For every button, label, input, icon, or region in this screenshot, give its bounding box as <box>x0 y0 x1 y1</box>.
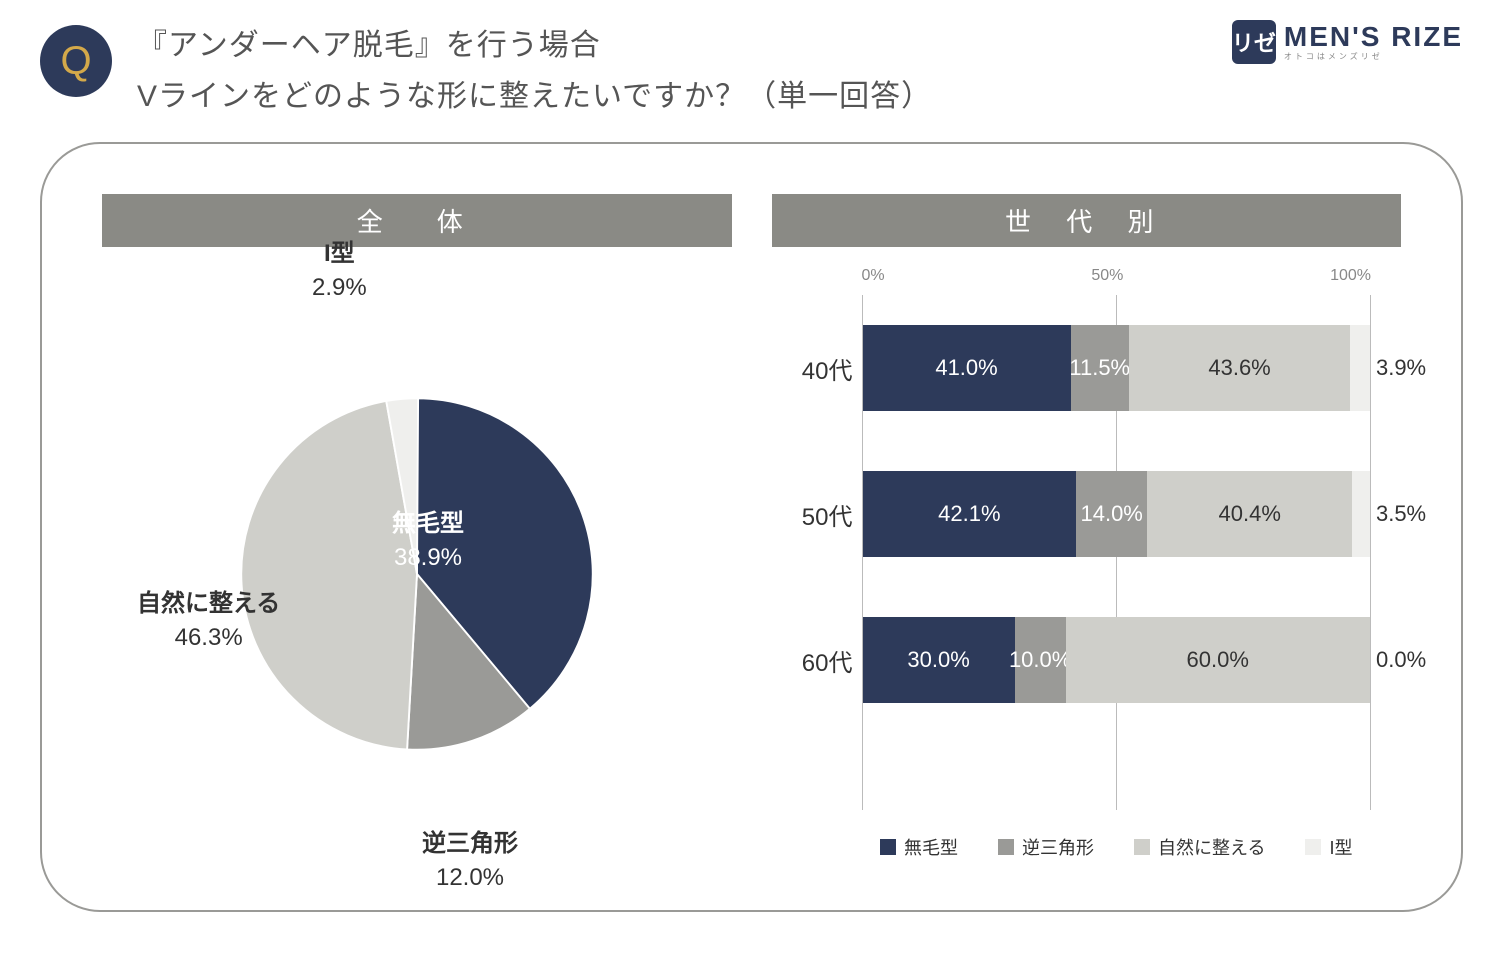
bar-segment-gyaku: 10.0% <box>1015 617 1066 703</box>
bar-axis-labels: 0% 50% 100% <box>862 267 1372 285</box>
pie-label-shizen: 自然に整える46.3% <box>137 587 280 654</box>
pie-slice-shizen <box>241 400 417 749</box>
overall-header: 全 体 <box>102 194 732 247</box>
legend-item-gyaku: 逆三角形 <box>998 834 1094 860</box>
bar-row: 40代41.0%11.5%43.6%3.9% <box>863 325 1371 411</box>
pie-label-igata: I型2.9% <box>312 237 367 304</box>
legend-swatch <box>1134 839 1150 855</box>
bar-row: 50代42.1%14.0%40.4%3.5% <box>863 471 1371 557</box>
bar-row-label: 40代 <box>773 325 853 411</box>
bar-row-label: 50代 <box>773 471 853 557</box>
byage-header: 世 代 別 <box>772 194 1402 247</box>
bar-segment-mumou: 42.1% <box>863 471 1077 557</box>
bar-legend: 無毛型 逆三角形 自然に整える I型 <box>862 834 1372 860</box>
bar-row: 60代30.0%10.0%60.0%0.0% <box>863 617 1371 703</box>
brand-logo-mark: リゼ <box>1232 20 1276 64</box>
legend-item-mumou: 無毛型 <box>880 834 958 860</box>
legend-label: 逆三角形 <box>1022 834 1094 860</box>
bar-segment-igata: 3.5% <box>1352 471 1370 557</box>
legend-swatch <box>998 839 1014 855</box>
bar-segment-shizen: 60.0% <box>1066 617 1371 703</box>
question-badge: Q <box>40 25 112 97</box>
bars-area: 40代41.0%11.5%43.6%3.9% 50代42.1%14.0%40.4%… <box>862 295 1372 810</box>
brand-logo: リゼ MEN'S RIZE オトコはメンズリゼ <box>1232 20 1463 64</box>
legend-swatch <box>1305 839 1321 855</box>
pie-label-gyaku: 逆三角形12.0% <box>422 827 518 894</box>
bar-segment-mumou: 30.0% <box>863 617 1015 703</box>
legend-label: I型 <box>1329 834 1352 860</box>
pie-label-mumou: 無毛型38.9% <box>392 507 464 574</box>
legend-item-shizen: 自然に整える <box>1134 834 1265 860</box>
bar-segment-shizen: 43.6% <box>1129 325 1350 411</box>
question-line2: Vラインをどのような形に整えたいですか？（単一回答） <box>137 71 1463 122</box>
byage-column: 世 代 別 0%50%100% 40代41.0%11.5%43.6%3.9%50… <box>772 194 1402 880</box>
brand-logo-sub: オトコはメンズリゼ <box>1284 53 1463 61</box>
brand-logo-main: MEN'S RIZE <box>1284 23 1463 51</box>
header: Q 『アンダーヘア脱毛』を行う場合 Vラインをどのような形に整えたいですか？（単… <box>40 20 1463 122</box>
legend-label: 自然に整える <box>1158 834 1265 860</box>
bar-segment-shizen: 40.4% <box>1147 471 1352 557</box>
bar-segment-mumou: 41.0% <box>863 325 1071 411</box>
chart-panel: 全 体 無毛型38.9%逆三角形12.0%自然に整える46.3%I型2.9% 世… <box>40 142 1463 912</box>
pie-chart: 無毛型38.9%逆三角形12.0%自然に整える46.3%I型2.9% <box>102 267 732 880</box>
bar-segment-gyaku: 11.5% <box>1071 325 1129 411</box>
legend-label: 無毛型 <box>904 834 958 860</box>
brand-logo-text: MEN'S RIZE オトコはメンズリゼ <box>1284 23 1463 61</box>
bar-row-label: 60代 <box>773 617 853 703</box>
bar-segment-gyaku: 14.0% <box>1076 471 1147 557</box>
legend-swatch <box>880 839 896 855</box>
bar-segment-igata: 3.9% <box>1350 325 1370 411</box>
stacked-bar-chart: 0%50%100% 40代41.0%11.5%43.6%3.9%50代42.1%… <box>772 267 1402 880</box>
overall-column: 全 体 無毛型38.9%逆三角形12.0%自然に整える46.3%I型2.9% <box>102 194 732 880</box>
legend-item-igata: I型 <box>1305 834 1352 860</box>
axis-tick: 100% <box>1330 267 1371 285</box>
axis-tick: 0% <box>862 267 885 285</box>
axis-tick: 50% <box>1091 267 1123 285</box>
